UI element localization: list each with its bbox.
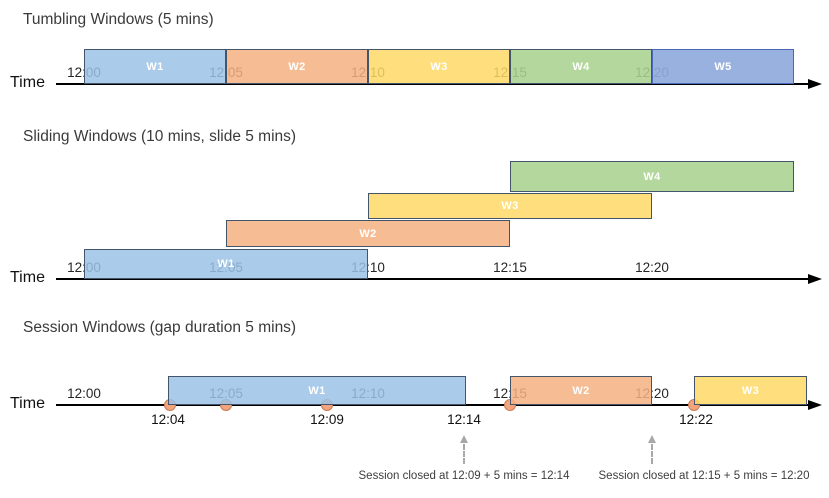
timeline-axis (56, 404, 810, 406)
callout-text: Session closed at 12:15 + 5 mins = 12:20 (598, 470, 810, 482)
event-time-label: 12:22 (679, 412, 713, 427)
tick-label: 12:15 (493, 260, 527, 275)
window-label: W3 (741, 384, 760, 397)
window-box-sliding-w1: W1 (84, 249, 368, 279)
axis-arrowhead-icon (808, 78, 822, 89)
window-box-tumbling-w4: W4 (510, 49, 652, 84)
section-title-sliding: Sliding Windows (10 mins, slide 5 mins) (23, 128, 297, 145)
callout-arrow-shaft (463, 444, 465, 464)
window-label: W1 (217, 258, 235, 270)
event-time-label: 12:04 (151, 412, 185, 427)
section-title-tumbling: Tumbling Windows (5 mins) (23, 11, 214, 28)
callout-up-arrow-icon (648, 435, 656, 443)
window-box-tumbling-w1: W1 (84, 49, 226, 84)
time-axis-label: Time (10, 269, 45, 286)
callout-up-arrow-icon (460, 435, 468, 443)
time-axis-label: Time (10, 74, 45, 91)
window-box-tumbling-w3: W3 (368, 49, 510, 84)
window-label: W2 (288, 60, 306, 73)
window-label: W3 (501, 200, 519, 212)
window-label: W5 (714, 60, 732, 73)
window-label: W2 (359, 227, 377, 240)
axis-arrowhead-icon (808, 273, 822, 284)
window-box-session-w1: W1 (168, 376, 466, 405)
window-label: W4 (643, 170, 661, 183)
section-title-session: Session Windows (gap duration 5 mins) (23, 319, 297, 336)
event-time-label: 12:14 (447, 412, 481, 427)
window-box-sliding-w2: W2 (226, 220, 510, 247)
tick-label: 12:00 (67, 386, 101, 401)
axis-arrowhead-icon (808, 399, 822, 410)
tick-label: 12:20 (635, 260, 669, 275)
window-box-sliding-w4: W4 (510, 161, 794, 192)
window-label: W3 (430, 60, 448, 73)
timeline-axis (56, 278, 810, 280)
window-label: W1 (308, 384, 326, 397)
window-label: W2 (572, 384, 590, 397)
time-axis-label: Time (10, 395, 45, 412)
callout-arrow-shaft (651, 444, 653, 464)
window-label: W1 (146, 60, 164, 73)
window-box-sliding-w3: W3 (368, 193, 652, 219)
callout-text: Session closed at 12:09 + 5 mins = 12:14 (358, 470, 570, 482)
window-box-tumbling-w2: W2 (226, 49, 368, 84)
window-box-session-w3: W3 (694, 376, 807, 405)
window-box-session-w2: W2 (510, 376, 652, 405)
window-box-tumbling-w5: W5 (652, 49, 794, 84)
window-label: W4 (572, 60, 590, 73)
timeline-axis (56, 83, 810, 85)
event-time-label: 12:09 (310, 412, 344, 427)
